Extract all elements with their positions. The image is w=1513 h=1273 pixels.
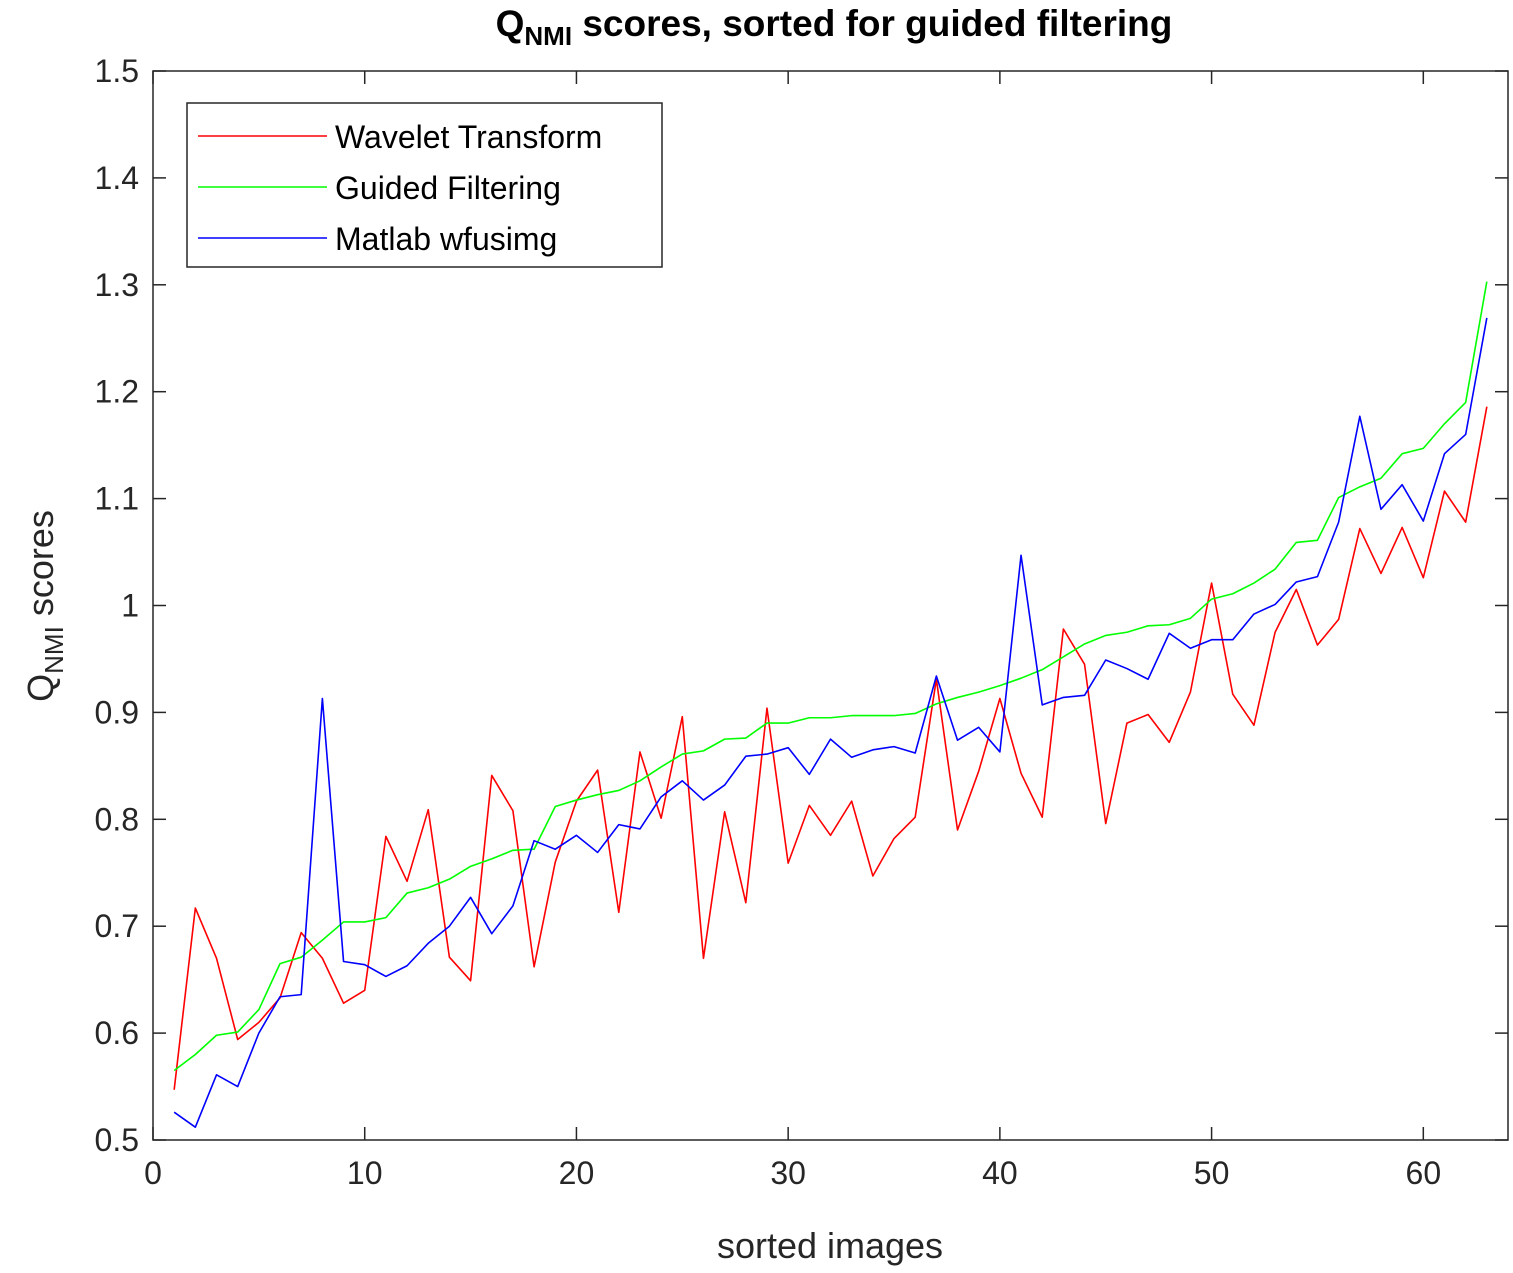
y-tick-label: 1.5 bbox=[95, 53, 139, 89]
y-tick-label: 1.3 bbox=[95, 267, 139, 303]
legend-label-guided-filtering: Guided Filtering bbox=[335, 170, 561, 206]
legend-label-matlab-wfusimg: Matlab wfusimg bbox=[335, 221, 557, 257]
y-tick-label: 0.8 bbox=[95, 801, 139, 837]
data-series bbox=[173, 281, 1488, 1128]
legend-box bbox=[186, 102, 663, 268]
x-tick-label: 10 bbox=[347, 1155, 383, 1191]
y-tick-label: 1.1 bbox=[95, 481, 139, 517]
y-tick-label: 1.4 bbox=[95, 160, 139, 196]
chart-title: QNMI scores, sorted for guided filtering bbox=[496, 3, 1173, 51]
y-tick-label: 0.6 bbox=[95, 1015, 139, 1051]
y-tick-label: 1.2 bbox=[95, 374, 139, 410]
x-axis-label: sorted images bbox=[717, 1225, 943, 1266]
series-line-wavelet-transform bbox=[173, 406, 1488, 1090]
series-line-matlab-wfusimg bbox=[173, 317, 1488, 1128]
y-tick-label: 0.7 bbox=[95, 908, 139, 944]
y-tick-label: 0.5 bbox=[95, 1122, 139, 1158]
x-tick-label: 20 bbox=[559, 1155, 595, 1191]
x-tick-label: 30 bbox=[770, 1155, 806, 1191]
x-tick-label: 50 bbox=[1194, 1155, 1230, 1191]
y-axis-label: QNMI scores bbox=[20, 510, 69, 702]
y-tick-label: 1 bbox=[121, 588, 139, 624]
axis-tick-labels: 0 10 20 30 40 50 60 0.5 0.6 0.7 0.8 0.9 1 1.1 1.2 1.3 1.… bbox=[95, 53, 1442, 1191]
series-line-guided-filtering bbox=[173, 281, 1488, 1072]
legend-label-wavelet-transform: Wavelet Transform bbox=[335, 119, 602, 155]
legend: Wavelet Transform Guided Filtering Matla… bbox=[186, 102, 663, 268]
y-tick-label: 0.9 bbox=[95, 694, 139, 730]
axis-ticks bbox=[152, 70, 1508, 1141]
x-tick-label: 0 bbox=[144, 1155, 162, 1191]
x-tick-label: 40 bbox=[982, 1155, 1018, 1191]
x-tick-label: 60 bbox=[1406, 1155, 1442, 1191]
